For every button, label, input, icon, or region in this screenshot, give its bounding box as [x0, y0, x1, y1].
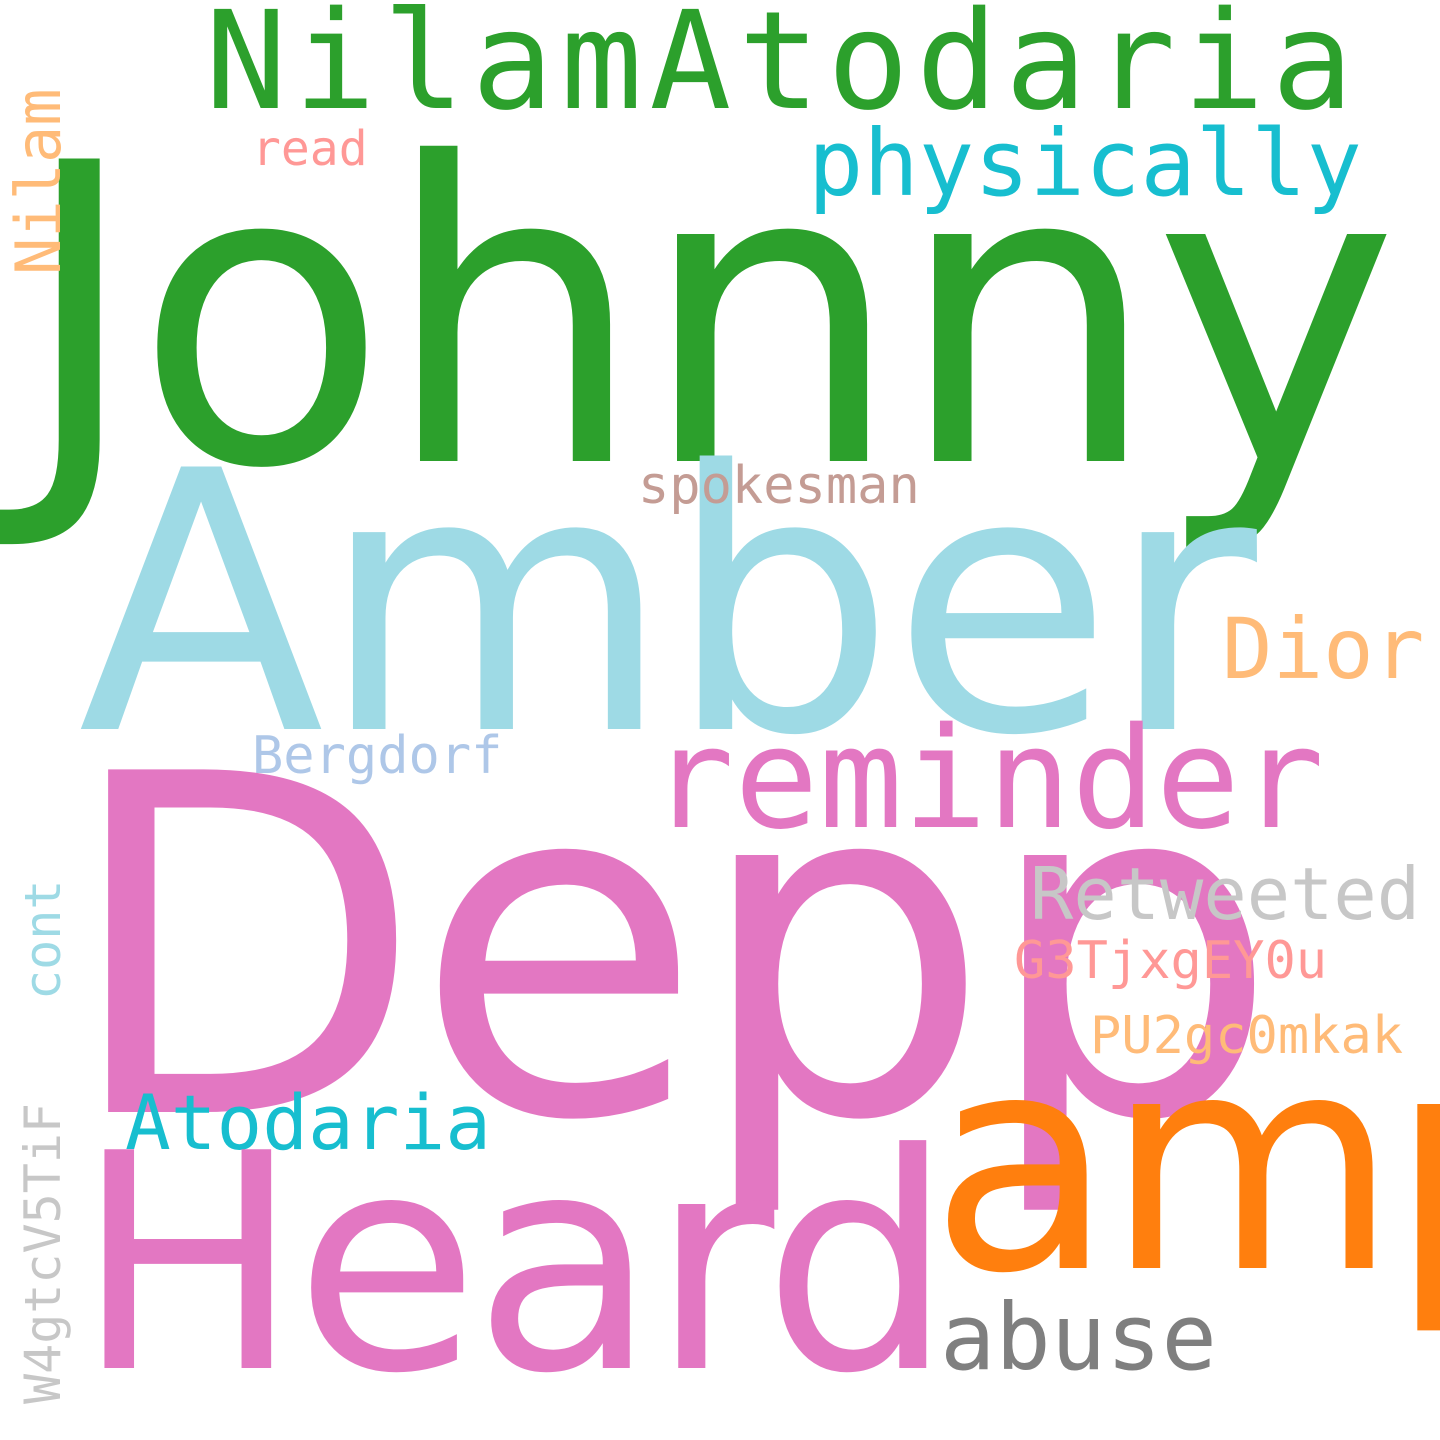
word-amp: amp: [930, 990, 1440, 1339]
word-reminder: reminder: [650, 698, 1325, 861]
word-abuse: abuse: [940, 1284, 1217, 1391]
word-nilam: Nilam: [2, 88, 75, 275]
word-retweeted: Retweeted: [1030, 852, 1421, 936]
word-physically: physically: [808, 110, 1362, 217]
word-heard: Heard: [75, 1090, 953, 1439]
word-atodaria: Atodaria: [125, 1078, 492, 1167]
word-bergdorf: Bergdorf: [252, 726, 503, 786]
word-dior: Dior: [1222, 600, 1425, 698]
word-read: read: [252, 121, 368, 177]
word-pu2gc0mkak: PU2gc0mkak: [1090, 1006, 1404, 1066]
word-amber: Amber: [78, 395, 1257, 814]
word-w4gtcv5tif: W4gtcV5TiF: [14, 1102, 72, 1404]
word-depp: Depp: [62, 676, 1280, 1223]
word-g3tjxgeyou: G3TjxgEY0u: [1014, 931, 1328, 991]
word-johnny: Johnny: [18, 76, 1399, 559]
word-spokesman: spokesman: [638, 456, 920, 516]
word-cont: cont: [14, 879, 72, 1000]
word-nilamatodaria: NilamAtodaria: [205, 0, 1361, 141]
